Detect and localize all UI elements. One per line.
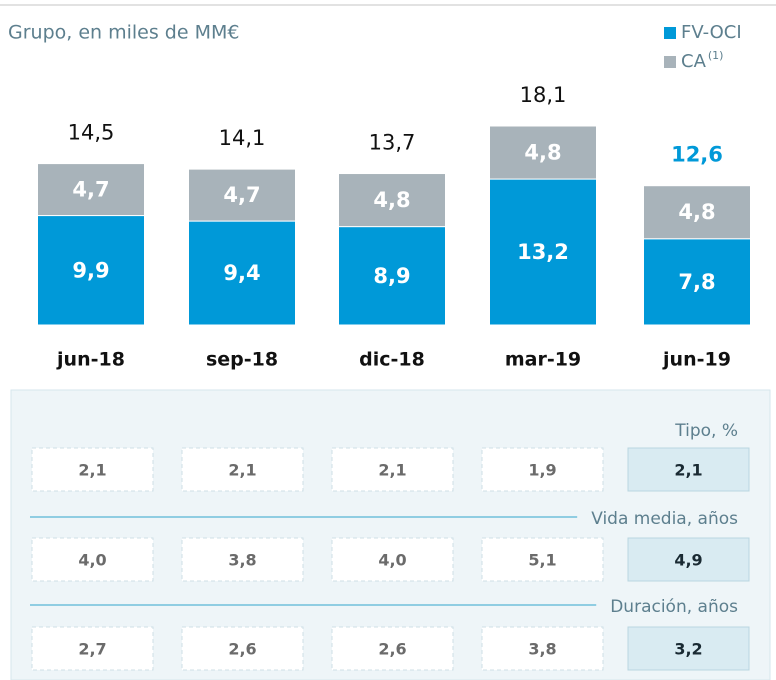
value-box (331, 537, 454, 582)
bar-segment (489, 125, 597, 180)
total-label: 12,6 (671, 143, 723, 167)
value-cell: 4,0 (78, 551, 106, 570)
segment-label: 7,8 (678, 270, 715, 294)
bar-segment (37, 215, 145, 326)
value-box (31, 626, 154, 671)
total-label: 18,1 (520, 83, 567, 107)
bar-segment (188, 168, 296, 222)
value-cell: 2,6 (228, 640, 256, 659)
bar-segment (643, 185, 751, 240)
segment-label: 4,8 (678, 200, 715, 224)
legend-swatch (664, 27, 676, 39)
row-label: Duración, años (610, 597, 738, 617)
legend-label: FV-OCI (681, 22, 742, 43)
total-label: 13,7 (369, 131, 416, 155)
value-box (627, 447, 750, 492)
value-cell: 2,6 (378, 640, 406, 659)
legend-note: (1) (708, 49, 724, 62)
legend-label: CA (681, 51, 707, 72)
value-box (481, 537, 604, 582)
value-cell: 2,7 (78, 640, 106, 659)
value-cell: 2,1 (378, 461, 406, 480)
value-box (181, 447, 304, 492)
bar-segment (37, 163, 145, 217)
value-box (181, 626, 304, 671)
value-cell: 4,9 (674, 551, 702, 570)
value-box (627, 537, 750, 582)
total-label: 14,1 (219, 126, 266, 150)
value-cell: 1,9 (528, 461, 556, 480)
segment-label: 9,9 (72, 258, 109, 282)
bar-segment (338, 173, 446, 228)
value-cell: 2,1 (674, 461, 702, 480)
x-tick-label: jun-19 (662, 349, 731, 371)
value-box (481, 447, 604, 492)
value-cell: 2,1 (228, 461, 256, 480)
segment-label: 4,7 (72, 178, 109, 202)
bar-segment (489, 178, 597, 326)
value-cell: 3,8 (228, 551, 256, 570)
x-tick-label: jun-18 (56, 349, 125, 371)
legend-swatch (664, 56, 676, 68)
segment-label: 4,8 (524, 141, 561, 165)
value-box (31, 537, 154, 582)
value-box (331, 447, 454, 492)
chart-title: Grupo, en miles de MM€ (8, 22, 239, 44)
segment-label: 4,7 (223, 183, 260, 207)
total-label: 14,5 (68, 121, 115, 145)
value-cell: 3,2 (674, 640, 702, 659)
x-tick-label: sep-18 (206, 349, 278, 371)
x-tick-label: dic-18 (359, 349, 425, 371)
value-box (31, 447, 154, 492)
value-cell: 2,1 (78, 461, 106, 480)
value-cell: 5,1 (528, 551, 556, 570)
value-box (627, 626, 750, 671)
segment-label: 4,8 (373, 188, 410, 212)
segment-label: 8,9 (373, 264, 410, 288)
value-box (331, 626, 454, 671)
bar-segment (643, 238, 751, 326)
value-cell: 3,8 (528, 640, 556, 659)
value-cell: 4,0 (378, 551, 406, 570)
value-box (481, 626, 604, 671)
row-label: Tipo, % (674, 421, 738, 441)
segment-label: 13,2 (517, 240, 569, 264)
segment-label: 9,4 (223, 261, 260, 285)
x-tick-label: mar-19 (505, 349, 581, 371)
value-box (181, 537, 304, 582)
row-label: Vida media, años (591, 509, 738, 529)
